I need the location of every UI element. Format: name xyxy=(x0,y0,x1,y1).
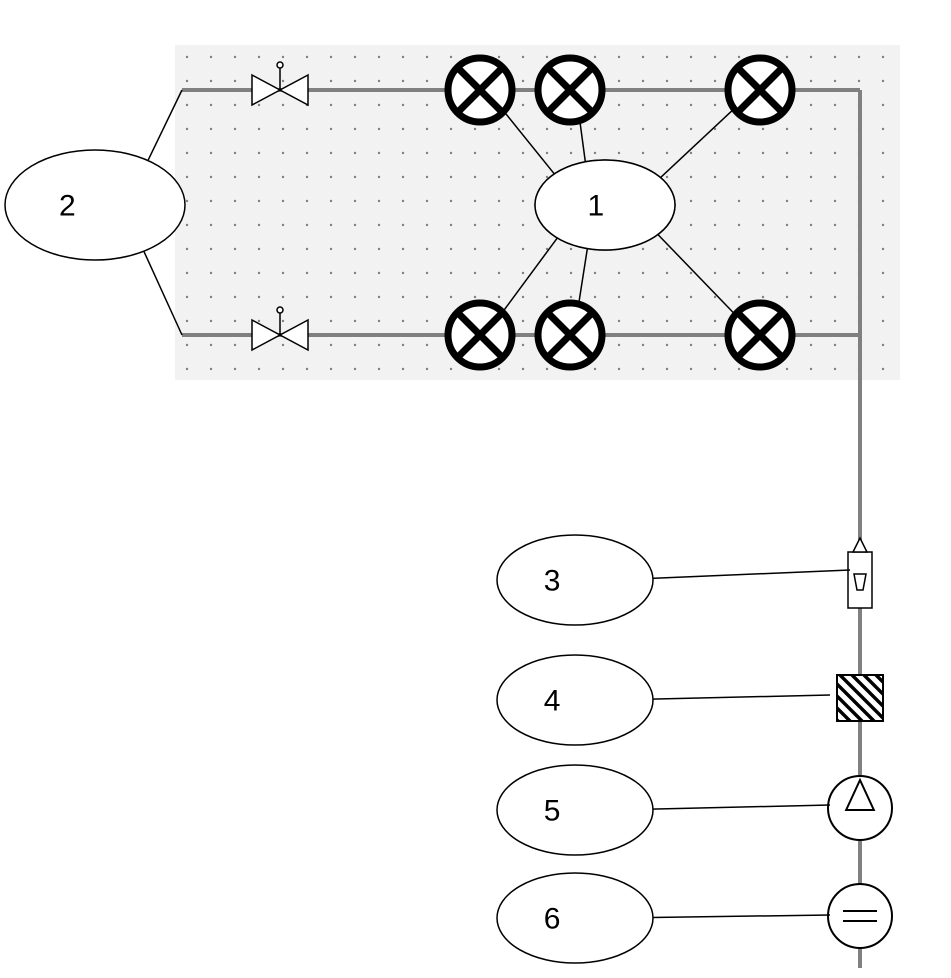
lamp-4 xyxy=(448,303,512,367)
node-4-label: 4 xyxy=(544,685,561,718)
lamp-5 xyxy=(538,303,602,367)
node-4: 4 xyxy=(497,655,653,745)
node-5: 5 xyxy=(497,765,653,855)
node-3: 3 xyxy=(497,535,653,625)
lamp-2 xyxy=(538,58,602,122)
node-2-label: 2 xyxy=(59,190,76,223)
node-6-label: 6 xyxy=(544,903,561,936)
comp-flowmeter xyxy=(848,538,872,608)
comp-pump xyxy=(828,776,892,840)
comp-heatex xyxy=(828,884,892,948)
node-6: 6 xyxy=(497,873,653,963)
svg-text:1: 1 xyxy=(588,190,605,223)
lamp-6 xyxy=(728,303,792,367)
node-3-label: 3 xyxy=(544,565,561,598)
node-2: 2 xyxy=(5,150,185,260)
lamp-3 xyxy=(728,58,792,122)
node-5-label: 5 xyxy=(544,795,561,828)
lamp-1 xyxy=(448,58,512,122)
